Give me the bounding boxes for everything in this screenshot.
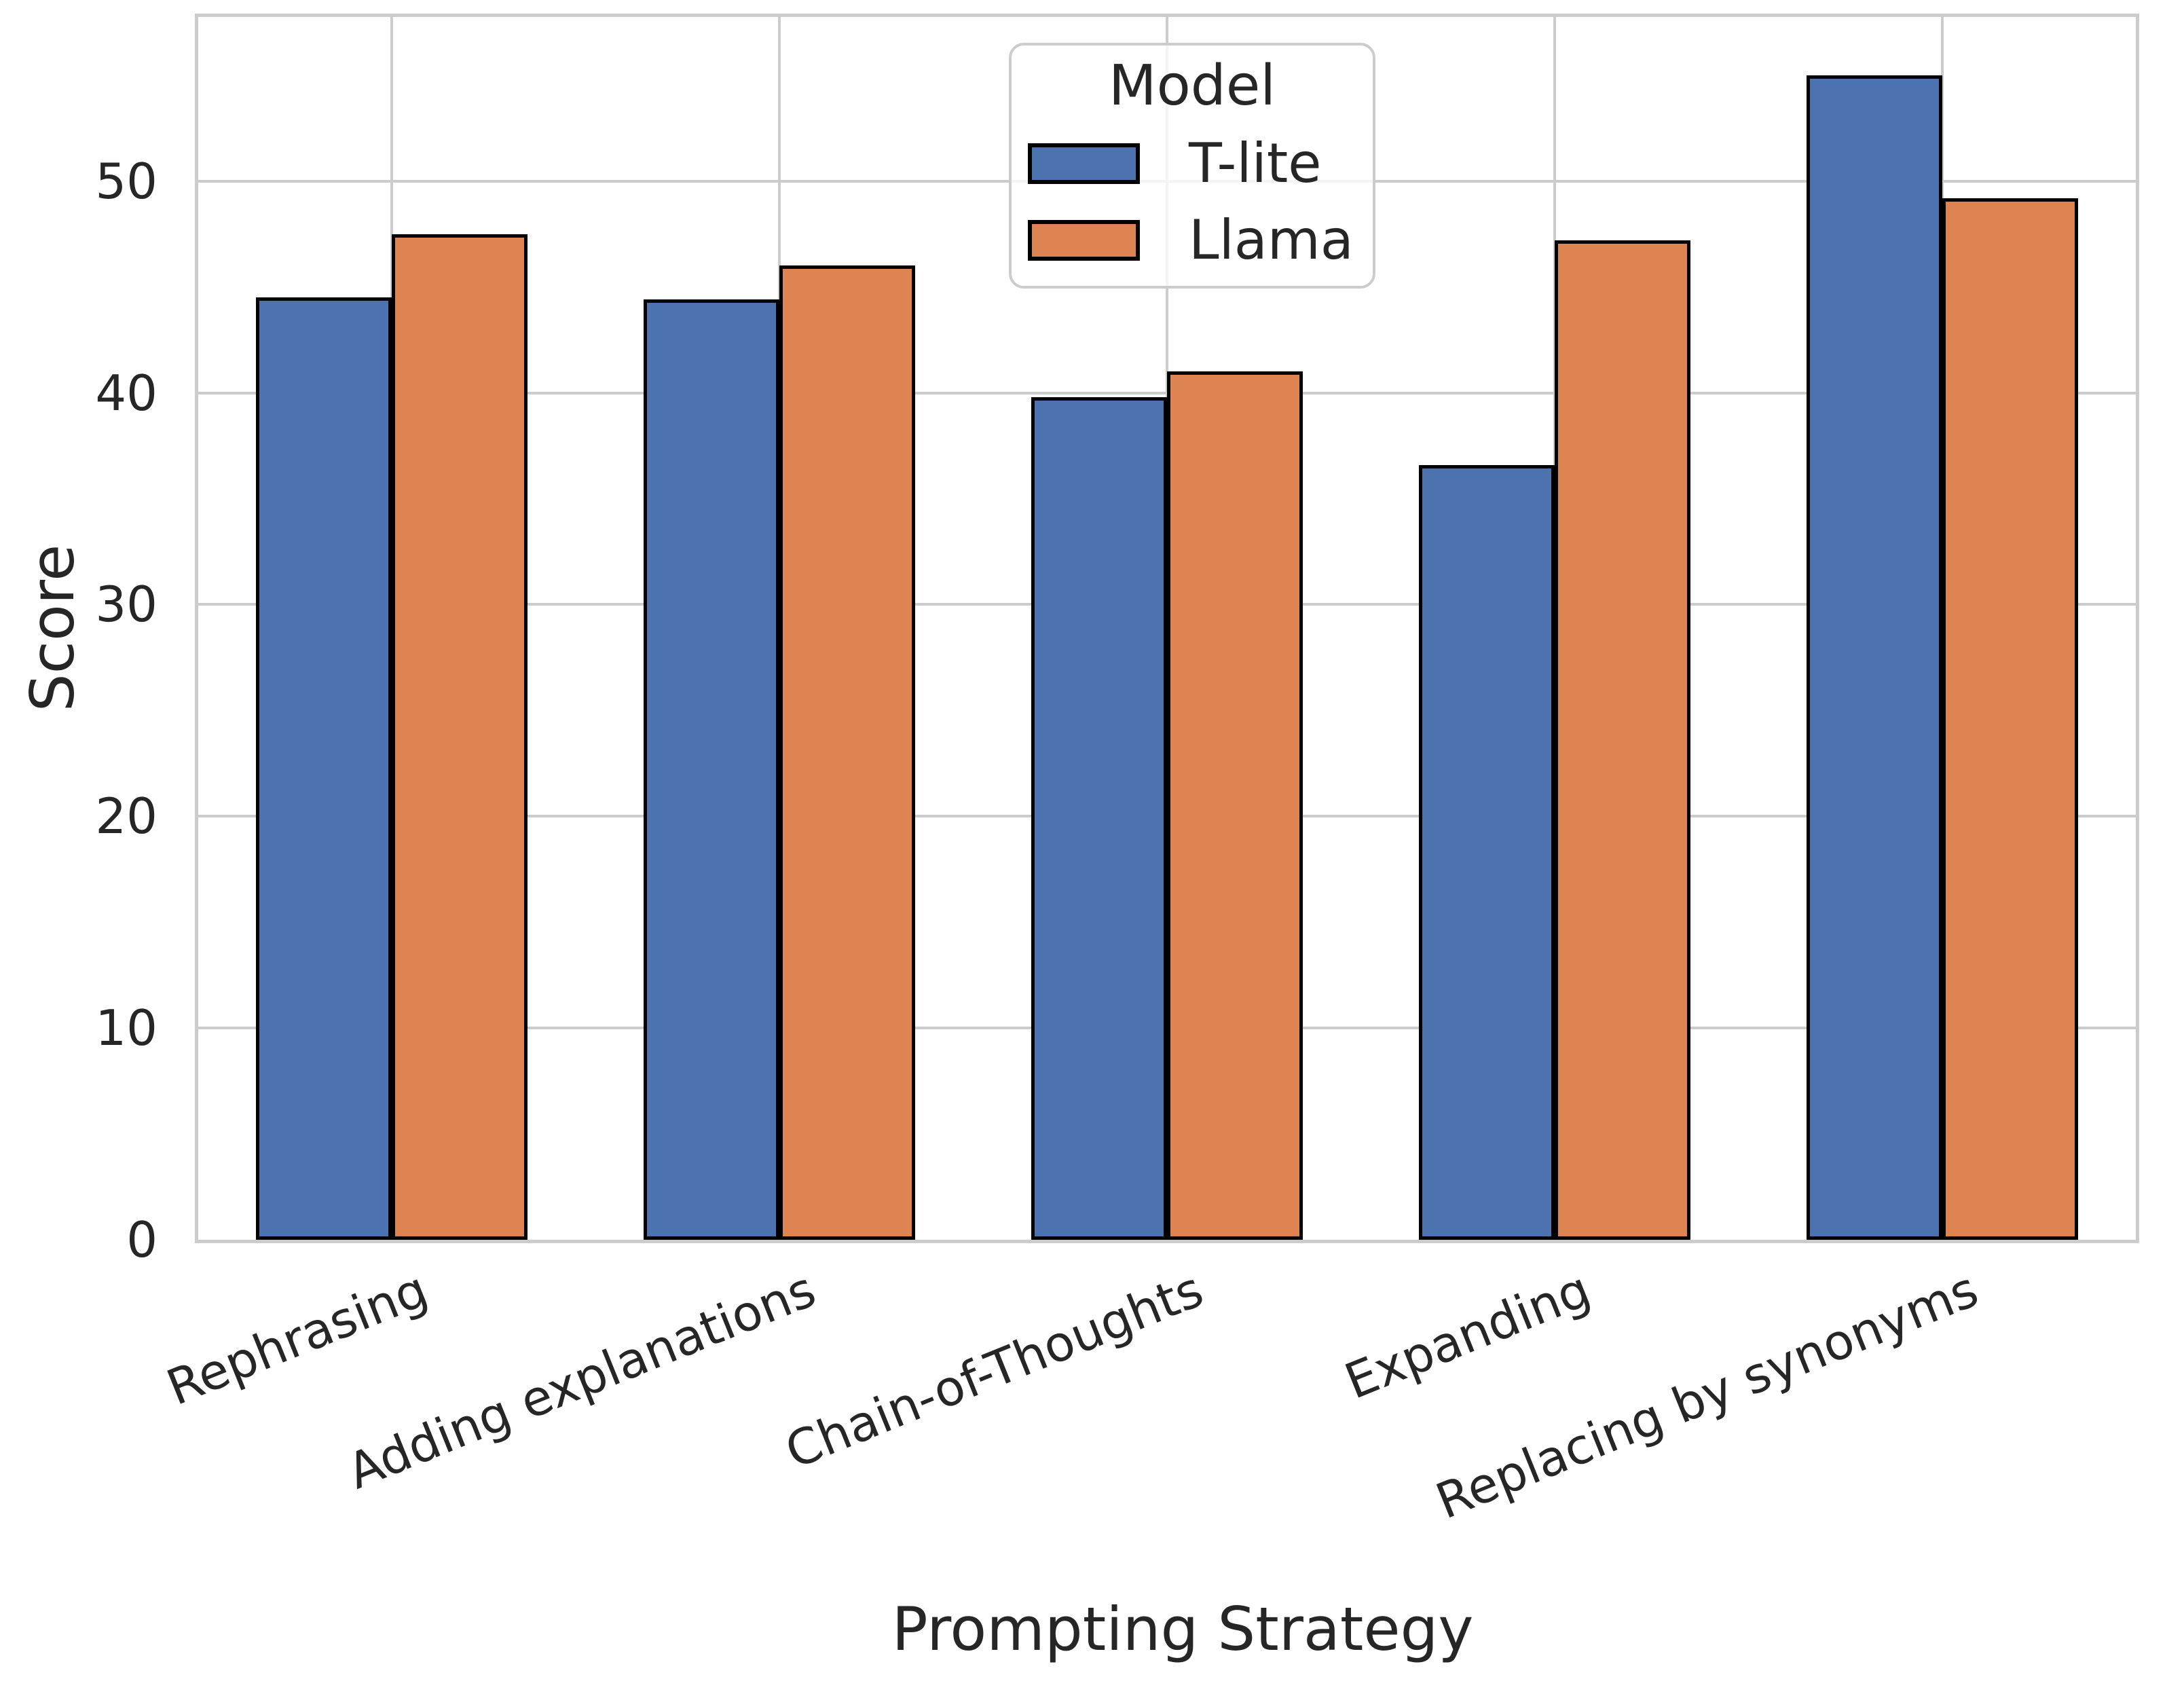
x-tick-label-Chain-of-Thoughts: Chain-of-Thoughts	[777, 1260, 1211, 1480]
legend-entries: T-lite Llama	[1012, 136, 1373, 268]
y-tick-label-20: 20	[95, 788, 158, 845]
bar-T-lite-Expanding	[1418, 464, 1555, 1240]
y-tick-label-40: 40	[95, 364, 158, 422]
bar-Llama-Chain-of-Thoughts	[1167, 371, 1303, 1240]
y-tick-label-0: 0	[126, 1211, 158, 1268]
x-axis-label: Prompting Strategy	[891, 1594, 1474, 1664]
bar-Llama-Adding-explanations	[779, 265, 916, 1240]
y-tick-label-30: 30	[95, 576, 158, 633]
legend-entry-T-lite: T-lite	[1028, 136, 1373, 191]
y-tick-label-50: 50	[95, 152, 158, 210]
legend-label-T-lite: T-lite	[1189, 132, 1322, 195]
legend: Model T-lite Llama	[1009, 43, 1375, 289]
legend-label-Llama: Llama	[1189, 208, 1354, 272]
y-tick-label-10: 10	[95, 999, 158, 1057]
legend-swatch-T-lite	[1028, 143, 1140, 184]
bar-T-lite-Chain-of-Thoughts	[1031, 397, 1167, 1240]
legend-title: Model	[1108, 54, 1276, 118]
x-tick-label-Expanding: Expanding	[1337, 1260, 1599, 1410]
bar-T-lite-Replacing-by-synonyms	[1806, 75, 1942, 1240]
x-tick-label-Rephrasing: Rephrasing	[159, 1260, 436, 1417]
bar-T-lite-Rephrasing	[256, 297, 392, 1240]
legend-swatch-Llama	[1028, 220, 1140, 261]
y-axis-label: Score	[18, 544, 88, 712]
legend-entry-Llama: Llama	[1028, 213, 1373, 268]
bar-Llama-Rephrasing	[392, 234, 528, 1240]
bar-T-lite-Adding-explanations	[644, 299, 780, 1240]
bar-Llama-Replacing-by-synonyms	[1942, 198, 2078, 1240]
bar-Llama-Expanding	[1554, 240, 1690, 1240]
